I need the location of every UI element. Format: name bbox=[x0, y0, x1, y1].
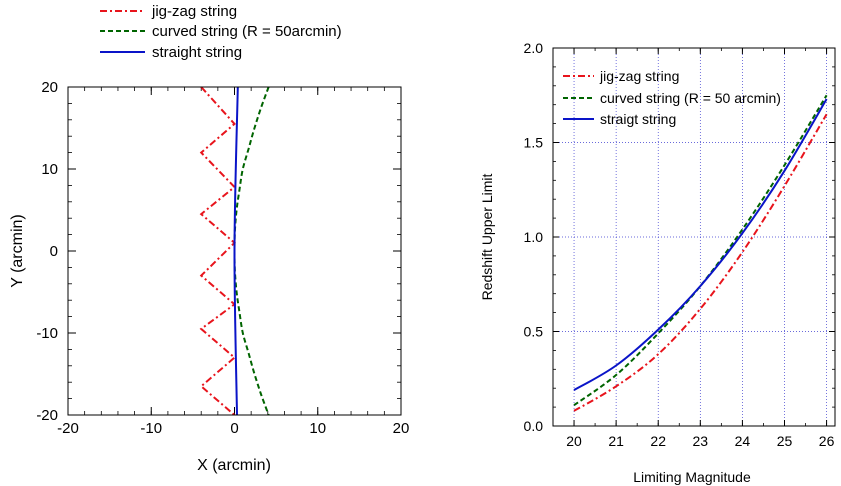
y-tick-label: 0.5 bbox=[524, 324, 544, 340]
left-legend-label-curved: curved string (R = 50arcmin) bbox=[152, 23, 342, 40]
right-plot-frame bbox=[552, 47, 836, 427]
x-tick-label: 20 bbox=[393, 420, 410, 437]
left-legend: jig-zag string curved string (R = 50arcm… bbox=[100, 3, 342, 61]
right-y-axis-label: Redshift Upper Limit bbox=[479, 173, 495, 300]
y-tick-label: 20 bbox=[41, 79, 58, 96]
y-tick-label: -20 bbox=[36, 407, 58, 424]
left-chart: -20 -10 0 10 20 -20 -10 0 10 20 X (arcmin) Y (arc… bbox=[9, 79, 409, 474]
series-line-2 bbox=[573, 98, 828, 391]
right-x-axis-label: Limiting Magnitude bbox=[633, 469, 751, 485]
x-tick-label: 0 bbox=[230, 420, 238, 437]
x-tick-label: 24 bbox=[735, 433, 751, 449]
series-line-0 bbox=[573, 113, 828, 412]
series-line-1 bbox=[573, 94, 828, 407]
x-tick-label: -10 bbox=[140, 420, 162, 437]
y-tick-label: 1.5 bbox=[524, 135, 544, 151]
left-plot-frame bbox=[67, 86, 402, 416]
x-tick-label: 26 bbox=[819, 433, 835, 449]
left-legend-label-straight: straight string bbox=[152, 44, 242, 61]
y-tick-label: 1.0 bbox=[524, 229, 544, 245]
series-line-1 bbox=[233, 86, 270, 416]
y-tick-label: 10 bbox=[41, 161, 58, 178]
y-tick-label: 2.0 bbox=[524, 40, 544, 56]
right-chart: 20 21 22 23 24 25 26 0.0 0.5 1.0 1.5 2.0 Limiting M… bbox=[479, 40, 836, 485]
y-tick-label: -10 bbox=[36, 325, 58, 342]
series-line-2 bbox=[233, 86, 239, 416]
left-x-axis-label: X (arcmin) bbox=[197, 457, 271, 474]
x-tick-label: -20 bbox=[57, 420, 79, 437]
y-tick-label: 0.0 bbox=[524, 418, 544, 434]
left-y-axis-label: Y (arcmin) bbox=[9, 214, 26, 288]
right-legend-label-straight: straigt string bbox=[600, 111, 676, 127]
left-legend-label-jigzag: jig-zag string bbox=[151, 3, 237, 20]
right-legend: jig-zag string curved string (R = 50 arc… bbox=[563, 68, 781, 127]
x-tick-label: 23 bbox=[693, 433, 709, 449]
x-tick-label: 21 bbox=[608, 433, 624, 449]
x-tick-label: 20 bbox=[566, 433, 582, 449]
right-legend-label-jigzag: jig-zag string bbox=[599, 68, 679, 84]
y-tick-label: 0 bbox=[50, 243, 58, 260]
right-legend-label-curved: curved string (R = 50 arcmin) bbox=[600, 90, 781, 106]
x-tick-label: 10 bbox=[309, 420, 326, 437]
series-line-0 bbox=[199, 86, 237, 416]
x-tick-label: 25 bbox=[777, 433, 793, 449]
x-tick-label: 22 bbox=[650, 433, 666, 449]
